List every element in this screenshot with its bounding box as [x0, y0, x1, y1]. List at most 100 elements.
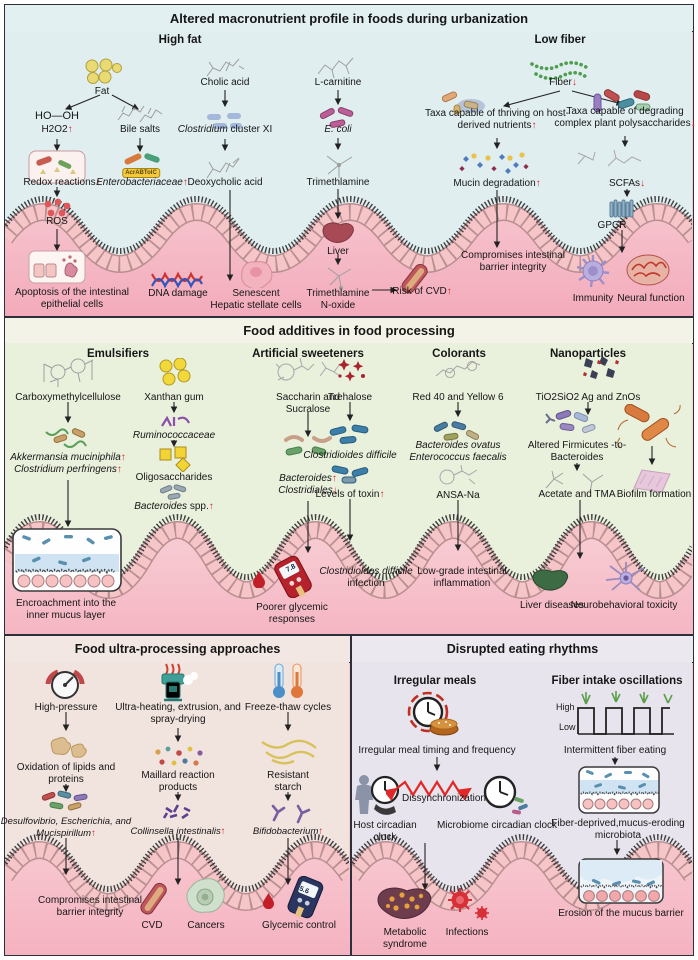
label-firmicutes-bacteroides: Altered Firmicutes -to-Bacteroides	[527, 440, 627, 464]
panel4-title: Disrupted eating rhythms	[446, 642, 599, 656]
label-biofilm: Biofilm formation	[616, 489, 692, 500]
fat-droplets-icon	[84, 58, 122, 86]
cancer-cell-icon	[182, 876, 228, 918]
label-acetate-tma: Acetate and TMA	[538, 489, 616, 500]
label-redox-reactions: Redox reactions↑	[23, 177, 101, 188]
label-bacteroides-spp: Bacteroides spp.↑	[134, 501, 214, 512]
label-high-pressure: High-pressure	[34, 702, 98, 713]
apoptosis-box-icon	[28, 250, 86, 284]
oxidized-lipids-icon	[46, 734, 88, 760]
label-taxa-plant: Taxa capable of degrading complex plant …	[554, 106, 696, 130]
bifidobacterium-icon	[264, 800, 314, 826]
trehalose-stars-icon	[336, 358, 368, 384]
label-tmao: Trimethlamine N-oxide	[306, 288, 370, 312]
label-liver-diseases: Liver diseases	[520, 600, 584, 611]
metabolic-liver-icon	[374, 882, 438, 928]
label-senescent: Senescent Hepatic stellate cells	[210, 288, 302, 312]
label-erosion: Erosion of the mucus barrier	[558, 908, 684, 919]
label-infections: Infections	[445, 927, 489, 938]
virus-icons	[446, 886, 490, 922]
extruder-machine-icon	[152, 662, 206, 704]
label-tio2: TiO2SiO2 Ag and ZnOs	[535, 392, 641, 403]
label-dna-damage: DNA damage	[148, 288, 208, 299]
ruminococcaceae-icon	[158, 414, 192, 430]
heading-colorants: Colorants	[432, 348, 486, 360]
liver-icon	[320, 220, 358, 248]
label-lcarnitine: L-carnitine	[314, 77, 362, 88]
collinsella-icon	[160, 802, 196, 824]
heading-emulsifiers: Emulsifiers	[87, 348, 149, 360]
label-fiber: Fiber↓	[549, 77, 577, 88]
label-akkermansia: Akkermansia muciniphila↑ Clostridium per…	[10, 452, 126, 476]
oligosaccharides-icon	[156, 446, 194, 472]
label-intermittent-fiber: Intermittent fiber eating	[563, 745, 667, 756]
label-deoxycholic-acid: Deoxycholic acid	[187, 177, 263, 188]
fiber-deprived-mucus-box-icon	[578, 766, 660, 814]
label-h2o2: H2O2↑	[41, 124, 73, 135]
label-poorer-glycemic: Poorer glycemic responses	[256, 602, 328, 626]
blood-drop-icon-1	[252, 570, 266, 588]
label-bile-salts: Bile salts	[119, 124, 161, 135]
bacteroides-spp-icon	[158, 484, 192, 500]
label-ultra-heating: Ultra-heating, extrusion, and spray-dryi…	[115, 702, 241, 726]
label-risk-cvd: Risk of CVD↑	[392, 286, 452, 297]
tmao-structure-icon	[322, 264, 356, 290]
label-ros: ROS	[46, 216, 68, 227]
label-clostridium-cluster: Clostridium cluster XI	[177, 124, 273, 135]
panel3-title-bar: Food ultra-processing approaches	[5, 636, 350, 663]
label-meal-timing: Irregular meal timing and frequency	[358, 745, 516, 756]
label-high: High	[556, 702, 575, 712]
gpcr-receptor-icon	[608, 196, 636, 222]
label-gpcr: GPCR	[597, 220, 627, 231]
label-immunity: Immunity	[572, 293, 614, 304]
heading-irregular-meals: Irregular meals	[393, 675, 477, 687]
panel2-title: Food additives in food processing	[243, 323, 455, 338]
brain-icon	[624, 252, 672, 288]
label-barrier-1: Compromises intestinal barrier integrity	[461, 250, 565, 274]
heading-fiber-oscillations: Fiber intake oscillations	[551, 675, 683, 687]
label-collinsella: Collinsella intestinalis↑	[130, 826, 226, 837]
label-lowgrade-inflammation: Low-grade intestinal inflammation	[417, 566, 507, 590]
panel2-title-bar: Food additives in food processing	[5, 318, 693, 344]
firmicutes-cluster-icon	[540, 408, 602, 438]
label-cholic-acid: Cholic acid	[200, 77, 250, 88]
panel1-title: Altered macronutrient profile in foods d…	[169, 10, 529, 26]
erosion-mucus-box-icon	[578, 858, 664, 904]
label-trehalose: Trehalose	[327, 392, 373, 403]
label-enterobacteriaceae: Enterobacteriaceae↑	[96, 177, 188, 188]
label-glycemic-control: Glycemic control	[262, 920, 336, 931]
cdiff-bacteria-icon-1	[328, 424, 372, 446]
glucometer-icon-2: 5.6	[282, 876, 328, 920]
label-levels-toxin: Levels of toxin↑	[315, 489, 385, 500]
label-cdiff: Clostridioides difficile	[303, 450, 397, 461]
label-dissynchronization: Dissynchronization	[402, 793, 486, 804]
heading-nanoparticles: Nanoparticles	[549, 348, 627, 360]
heading-high-fat: High fat	[158, 34, 202, 46]
xanthan-gum-icon	[156, 358, 192, 388]
label-trimethlamine: Trimethlamine	[306, 177, 370, 188]
label-maillard: Maillard reaction products	[141, 770, 215, 794]
label-neural-function: Neural function	[617, 293, 685, 304]
label-ovatus-faecalis: Bacteroides ovatus Enterococcus faecalis	[409, 440, 507, 464]
dna-damage-icon	[150, 270, 204, 290]
heading-artificial-sweeteners: Artificial sweeteners	[252, 348, 364, 360]
neuron-icon	[600, 560, 652, 596]
panel1-title-bar: Altered macronutrient profile in foods d…	[5, 5, 693, 32]
label-metabolic-syndrome: Metabolic syndrome	[383, 927, 427, 951]
label-scfas: SCFAs↓	[608, 178, 646, 189]
heading-low-fiber: Low fiber	[534, 34, 586, 46]
maillard-products-icon	[152, 744, 206, 770]
label-cancers: Cancers	[187, 920, 225, 931]
label-liver: Liver	[327, 246, 349, 257]
label-barrier-3: Compromises intestinal barrier integrity	[38, 895, 142, 919]
label-xanthan: Xanthan gum	[144, 392, 204, 403]
mucin-degradation-icon	[456, 148, 532, 178]
label-ansa-na: ANSA-Na	[436, 490, 480, 501]
diseased-liver-icon	[530, 566, 574, 596]
label-encroachment: Encroachment into the inner mucus layer	[15, 598, 117, 622]
label-cmc: Carboxymethylcellulose	[15, 392, 121, 403]
panel4-title-bar: Disrupted eating rhythms	[352, 636, 693, 663]
panel3-title: Food ultra-processing approaches	[74, 642, 281, 656]
label-resistant-starch: Resistant starch	[267, 770, 309, 794]
label-mucin-degradation: Mucin degradation↑	[453, 178, 541, 189]
